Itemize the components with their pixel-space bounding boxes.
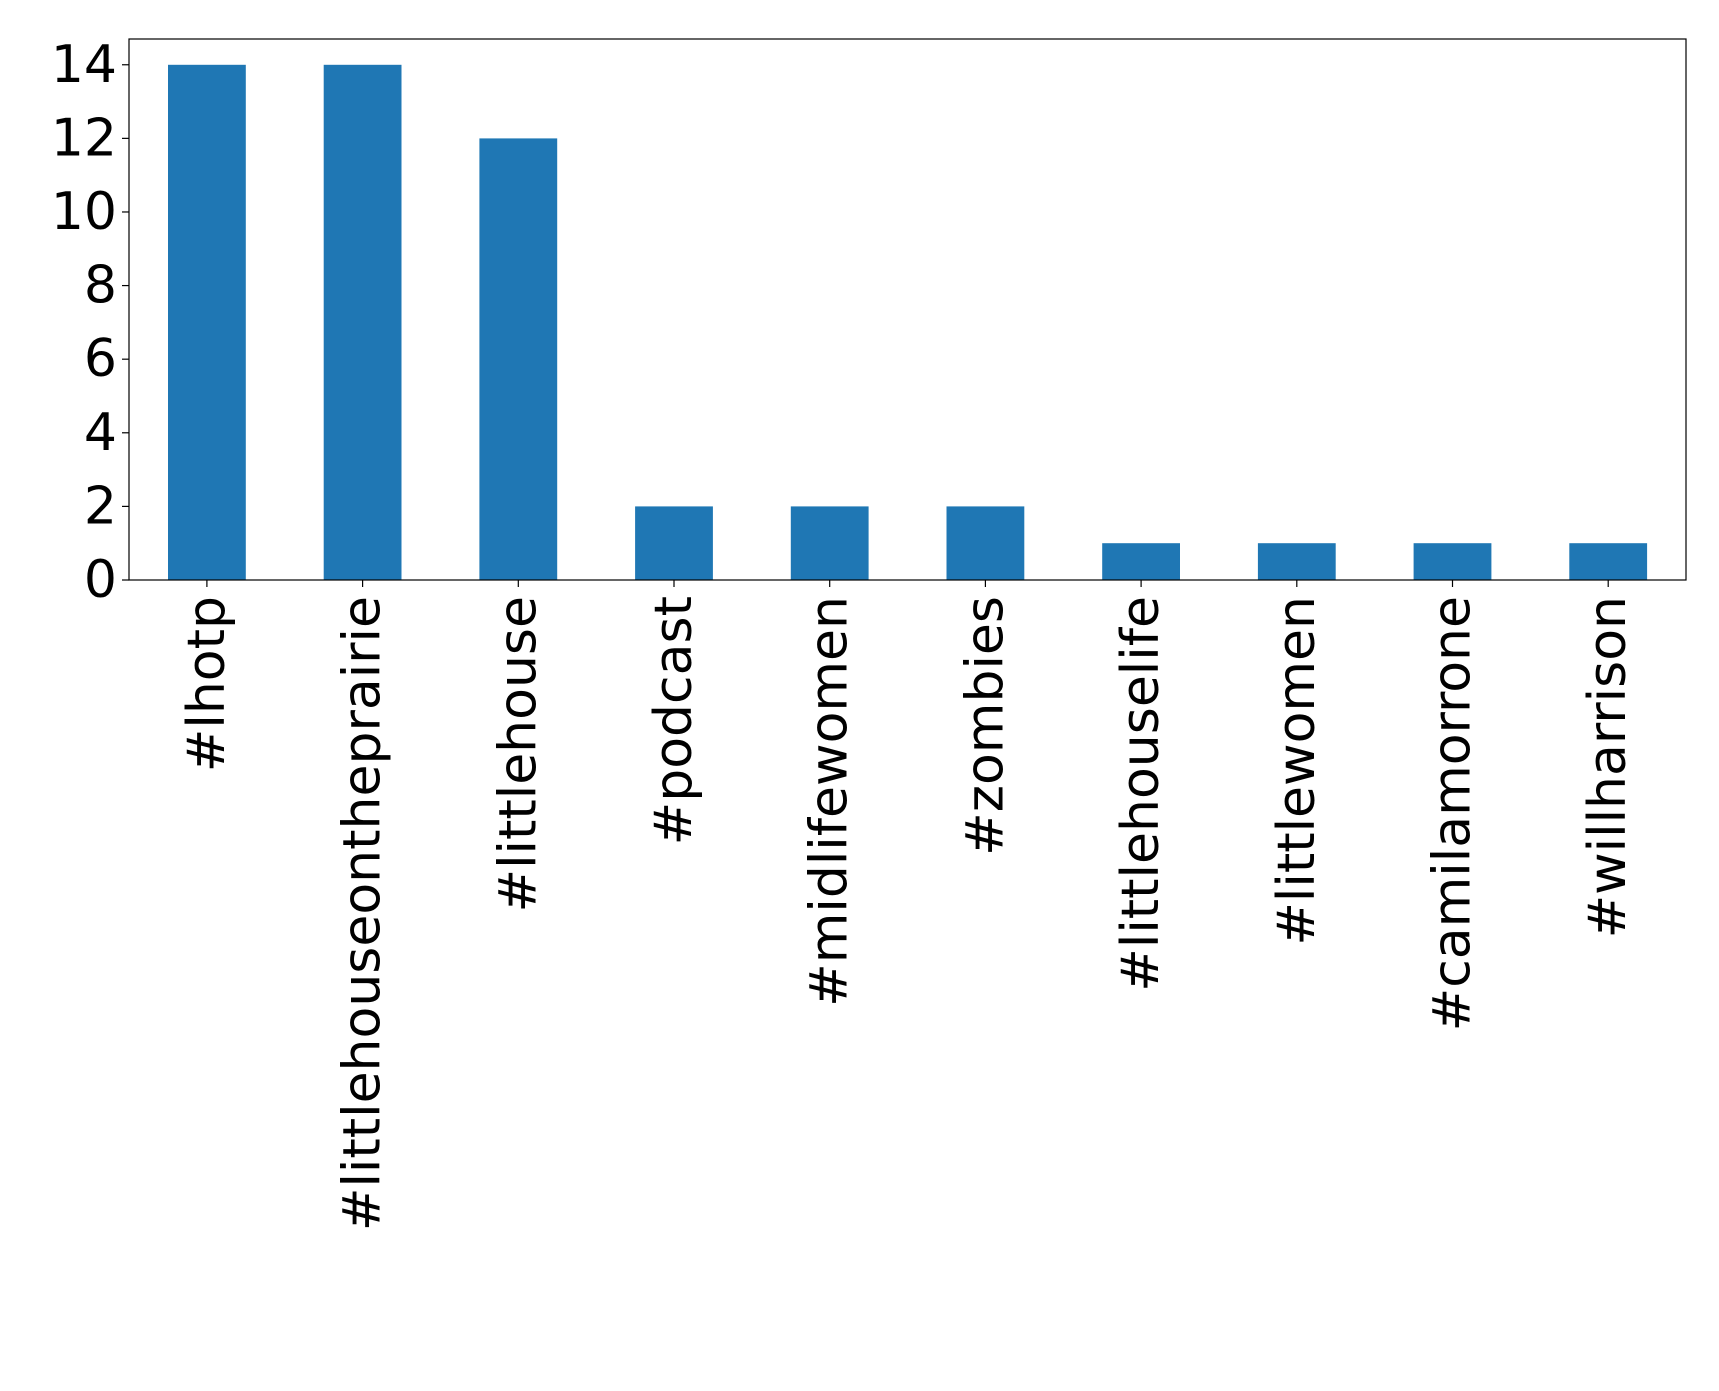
bar-zombies	[946, 506, 1025, 580]
y-tick-label: 14	[51, 35, 117, 95]
bar-littlehouselife	[1102, 543, 1180, 580]
x-tick-label: #podcast	[644, 596, 704, 845]
bar-littlewomen	[1257, 543, 1336, 580]
bar-littlehouse	[479, 138, 558, 580]
x-tick-label: #camilamorrone	[1423, 596, 1483, 1031]
x-tick-label: #littlewomen	[1267, 596, 1327, 946]
bar-willharrison	[1569, 543, 1648, 580]
x-tick-label: #littlehouse	[488, 596, 548, 913]
y-tick-label: 8	[84, 256, 117, 316]
bar-midlifewomen	[790, 506, 869, 580]
x-tick-label: #zombies	[955, 596, 1015, 856]
y-axis: 0 2 4 6 8 10 12 14	[51, 35, 129, 610]
x-axis: #lhotp #littlehouseontheprairie #littlehou…	[177, 580, 1638, 1231]
y-tick-label: 10	[51, 182, 117, 242]
bar-littlehouseontheprairie	[323, 64, 402, 581]
bars-group	[168, 64, 1648, 581]
x-tick-label: #midlifewomen	[800, 596, 860, 1007]
plot-frame	[128, 38, 1687, 581]
x-tick-label: #willharrison	[1578, 596, 1638, 938]
y-tick-label: 0	[84, 550, 117, 610]
x-tick-label: #littlehouselife	[1111, 596, 1171, 992]
y-tick-label: 4	[84, 403, 117, 463]
bar-camilamorrone	[1413, 543, 1492, 580]
bar-podcast	[635, 506, 713, 580]
y-tick-label: 6	[84, 329, 117, 389]
x-tick-label: #littlehouseontheprairie	[333, 596, 393, 1231]
x-tick-label: #lhotp	[177, 596, 237, 772]
bar-lhotp	[168, 64, 246, 581]
y-tick-label: 2	[84, 476, 117, 536]
y-tick-label: 12	[51, 108, 117, 168]
